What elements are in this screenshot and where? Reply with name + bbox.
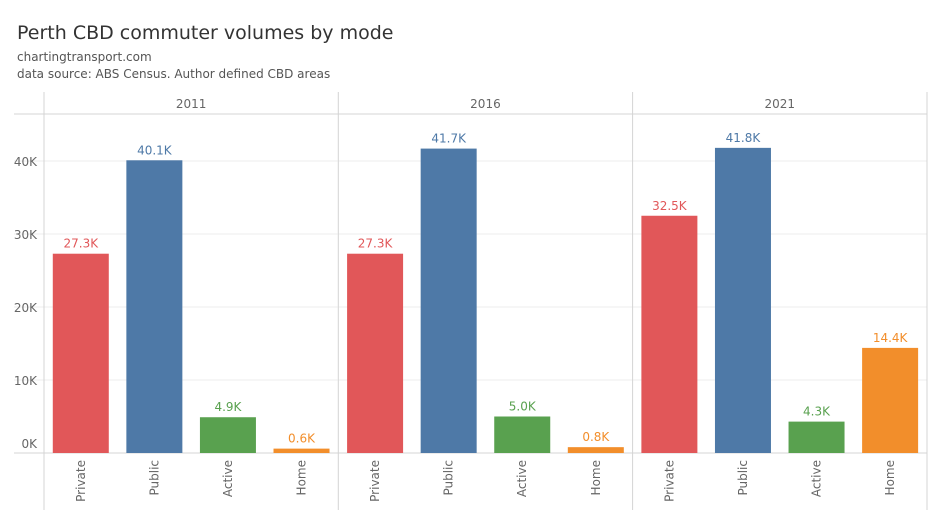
bar-private-2016 bbox=[347, 253, 404, 453]
data-label: 0.6K bbox=[288, 432, 316, 446]
y-tick-label: 40K bbox=[14, 155, 38, 169]
bar-private-2021 bbox=[641, 215, 698, 453]
chart-subtitle-source: data source: ABS Census. Author defined … bbox=[17, 67, 331, 81]
data-label: 4.3K bbox=[803, 405, 831, 419]
x-tick-label: Private bbox=[662, 460, 676, 502]
y-tick-label: 10K bbox=[14, 374, 38, 388]
data-label: 14.4K bbox=[873, 331, 909, 345]
data-label: 40.1K bbox=[137, 143, 173, 157]
bar-active-2016 bbox=[494, 416, 551, 453]
bar-home-2011 bbox=[273, 448, 330, 453]
data-label: 41.8K bbox=[726, 131, 762, 145]
data-label: 27.3K bbox=[358, 237, 394, 251]
x-tick-label: Home bbox=[295, 460, 309, 495]
data-label: 5.0K bbox=[509, 400, 537, 414]
data-label: 41.7K bbox=[431, 132, 467, 146]
x-tick-label: Public bbox=[147, 460, 161, 496]
panel-header: 2021 bbox=[764, 97, 795, 111]
data-label: 0.8K bbox=[582, 430, 610, 444]
chart-subtitle-site: chartingtransport.com bbox=[17, 50, 152, 64]
y-tick-label: 0K bbox=[21, 437, 38, 451]
x-tick-label: Public bbox=[736, 460, 750, 496]
x-tick-label: Home bbox=[883, 460, 897, 495]
chart-title: Perth CBD commuter volumes by mode bbox=[17, 22, 394, 44]
x-tick-label: Home bbox=[589, 460, 603, 495]
bar-active-2011 bbox=[199, 417, 256, 453]
data-label: 32.5K bbox=[652, 199, 688, 213]
bar-public-2021 bbox=[714, 147, 771, 454]
data-label: 27.3K bbox=[63, 237, 99, 251]
x-tick-label: Active bbox=[221, 460, 235, 497]
panel-header: 2016 bbox=[470, 97, 501, 111]
x-tick-label: Active bbox=[515, 460, 529, 497]
bar-home-2021 bbox=[862, 347, 919, 453]
bar-home-2016 bbox=[567, 447, 624, 453]
panel-header: 2011 bbox=[176, 97, 207, 111]
bar-active-2021 bbox=[788, 421, 845, 453]
x-tick-label: Active bbox=[810, 460, 824, 497]
y-tick-label: 20K bbox=[14, 301, 38, 315]
bar-public-2011 bbox=[126, 160, 183, 453]
x-tick-label: Public bbox=[442, 460, 456, 496]
bar-public-2016 bbox=[420, 148, 477, 453]
data-label: 4.9K bbox=[214, 400, 242, 414]
x-tick-label: Private bbox=[74, 460, 88, 502]
x-tick-label: Private bbox=[368, 460, 382, 502]
bar-private-2011 bbox=[52, 253, 109, 453]
y-tick-label: 30K bbox=[14, 228, 38, 242]
